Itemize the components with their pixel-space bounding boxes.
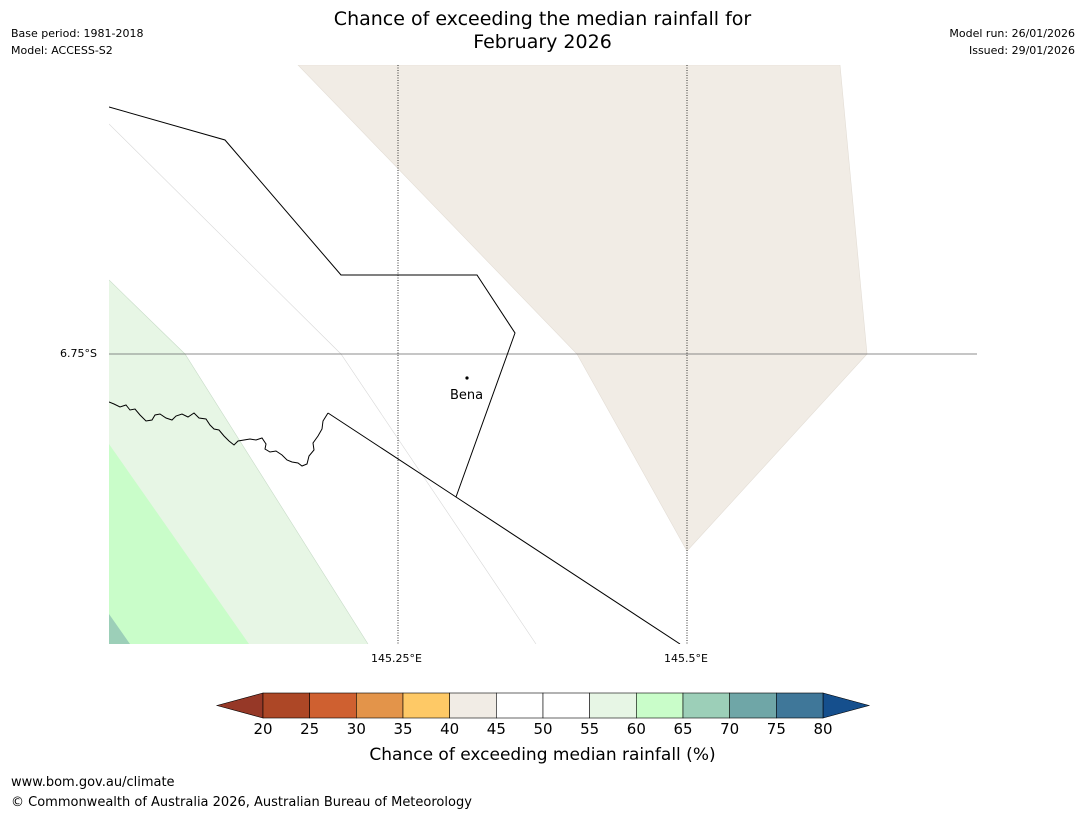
colorbar-tick-label: 35 — [393, 720, 413, 738]
longitude-label-1: 145.25°E — [371, 652, 422, 665]
colorbar-tick-label: 30 — [346, 720, 366, 738]
colorbar-bin — [262, 692, 310, 719]
colorbar-tick-label: 55 — [580, 720, 600, 738]
colorbar-tick-label: 65 — [673, 720, 693, 738]
colorbar-tick-label: 25 — [300, 720, 320, 738]
model-text: Model: ACCESS-S2 — [11, 44, 113, 57]
footer-copyright: © Commonwealth of Australia 2026, Austra… — [11, 795, 472, 810]
colorbar-under-arrow — [215, 692, 264, 719]
issued-text: Issued: 29/01/2026 — [968, 44, 1075, 57]
header-left-info: Base period: 1981-2018 Model: ACCESS-S2 — [11, 25, 143, 59]
header-right-info: Model run: 26/01/2026 Issued: 29/01/2026 — [949, 25, 1075, 59]
colorbar-bin — [729, 692, 777, 719]
colorbar-label: Chance of exceeding median rainfall (%) — [369, 745, 716, 765]
river-boundary — [109, 401, 329, 467]
colorbar-tick-label: 75 — [766, 720, 786, 738]
colorbar-bin — [449, 692, 497, 719]
colorbar-bin — [542, 692, 590, 719]
district-boundary-south — [327, 412, 681, 644]
colorbar-tick-label: 40 — [440, 720, 460, 738]
colorbar-over-arrow — [822, 692, 871, 719]
base-period-text: Base period: 1981-2018 — [11, 27, 144, 40]
region-65-70-percent — [109, 614, 130, 644]
colorbar-bin — [309, 692, 357, 719]
region-40-45-percent — [297, 65, 868, 552]
colorbar-tick-label: 70 — [720, 720, 740, 738]
colorbar-bin — [402, 692, 450, 719]
colorbar-bin — [589, 692, 637, 719]
district-boundary — [109, 106, 516, 498]
footer-url: www.bom.gov.au/climate — [11, 775, 175, 790]
latitude-label: 6.75°S — [60, 347, 97, 360]
colorbar-tick-label: 50 — [533, 720, 553, 738]
map-title: Chance of exceeding the median rainfall … — [0, 8, 1085, 54]
colorbar-bin — [496, 692, 544, 719]
longitude-label-2: 145.5°E — [664, 652, 708, 665]
colorbar-tick-labels: 20 25 30 35 40 45 50 55 60 65 70 75 80 — [0, 720, 1085, 740]
colorbar-bin — [682, 692, 730, 719]
model-run-text: Model run: 26/01/2026 — [949, 27, 1075, 40]
colorbar-tick-label: 60 — [626, 720, 646, 738]
place-label-bena: Bena — [450, 388, 484, 403]
colorbar-tick-label: 80 — [813, 720, 833, 738]
title-line-1: Chance of exceeding the median rainfall … — [333, 8, 752, 30]
colorbar-bin — [636, 692, 684, 719]
bena-location-marker — [465, 376, 469, 380]
colorbar-tick-label: 20 — [253, 720, 273, 738]
title-line-2: February 2026 — [473, 31, 612, 53]
region-60-65-percent — [109, 444, 249, 644]
colorbar-bin — [356, 692, 404, 719]
colorbar-tick-label: 45 — [486, 720, 506, 738]
colorbar-bin — [776, 692, 824, 719]
